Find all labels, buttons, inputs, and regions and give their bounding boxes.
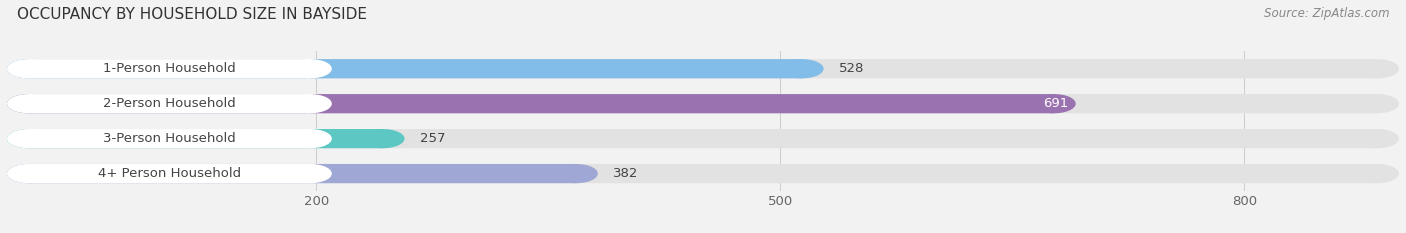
- FancyBboxPatch shape: [28, 94, 1054, 113]
- Ellipse shape: [7, 164, 51, 183]
- Ellipse shape: [7, 129, 51, 148]
- Ellipse shape: [288, 59, 332, 78]
- FancyBboxPatch shape: [28, 129, 1378, 148]
- Ellipse shape: [1355, 164, 1399, 183]
- Ellipse shape: [7, 164, 51, 183]
- Text: OCCUPANCY BY HOUSEHOLD SIZE IN BAYSIDE: OCCUPANCY BY HOUSEHOLD SIZE IN BAYSIDE: [17, 7, 367, 22]
- Ellipse shape: [7, 164, 51, 183]
- Ellipse shape: [7, 94, 51, 113]
- FancyBboxPatch shape: [28, 129, 382, 148]
- Ellipse shape: [7, 129, 51, 148]
- FancyBboxPatch shape: [28, 164, 311, 183]
- Text: 4+ Person Household: 4+ Person Household: [98, 167, 240, 180]
- Text: 691: 691: [1043, 97, 1069, 110]
- Ellipse shape: [1355, 59, 1399, 78]
- Text: 257: 257: [420, 132, 446, 145]
- Ellipse shape: [7, 59, 51, 78]
- Text: 3-Person Household: 3-Person Household: [103, 132, 236, 145]
- Text: 2-Person Household: 2-Person Household: [103, 97, 236, 110]
- Ellipse shape: [288, 94, 332, 113]
- Ellipse shape: [554, 164, 598, 183]
- FancyBboxPatch shape: [28, 59, 1378, 78]
- FancyBboxPatch shape: [28, 164, 576, 183]
- FancyBboxPatch shape: [28, 59, 801, 78]
- Ellipse shape: [1355, 129, 1399, 148]
- Ellipse shape: [361, 129, 405, 148]
- FancyBboxPatch shape: [28, 164, 1378, 183]
- Ellipse shape: [7, 59, 51, 78]
- Ellipse shape: [288, 129, 332, 148]
- Ellipse shape: [7, 94, 51, 113]
- Ellipse shape: [780, 59, 824, 78]
- Ellipse shape: [288, 164, 332, 183]
- FancyBboxPatch shape: [28, 94, 1378, 113]
- Ellipse shape: [7, 129, 51, 148]
- Ellipse shape: [1355, 94, 1399, 113]
- Ellipse shape: [1032, 94, 1076, 113]
- Ellipse shape: [7, 59, 51, 78]
- Text: 382: 382: [613, 167, 638, 180]
- Text: Source: ZipAtlas.com: Source: ZipAtlas.com: [1264, 7, 1389, 20]
- FancyBboxPatch shape: [28, 59, 311, 78]
- FancyBboxPatch shape: [28, 129, 311, 148]
- Text: 1-Person Household: 1-Person Household: [103, 62, 236, 75]
- Text: 528: 528: [839, 62, 865, 75]
- FancyBboxPatch shape: [28, 94, 311, 113]
- Ellipse shape: [7, 94, 51, 113]
